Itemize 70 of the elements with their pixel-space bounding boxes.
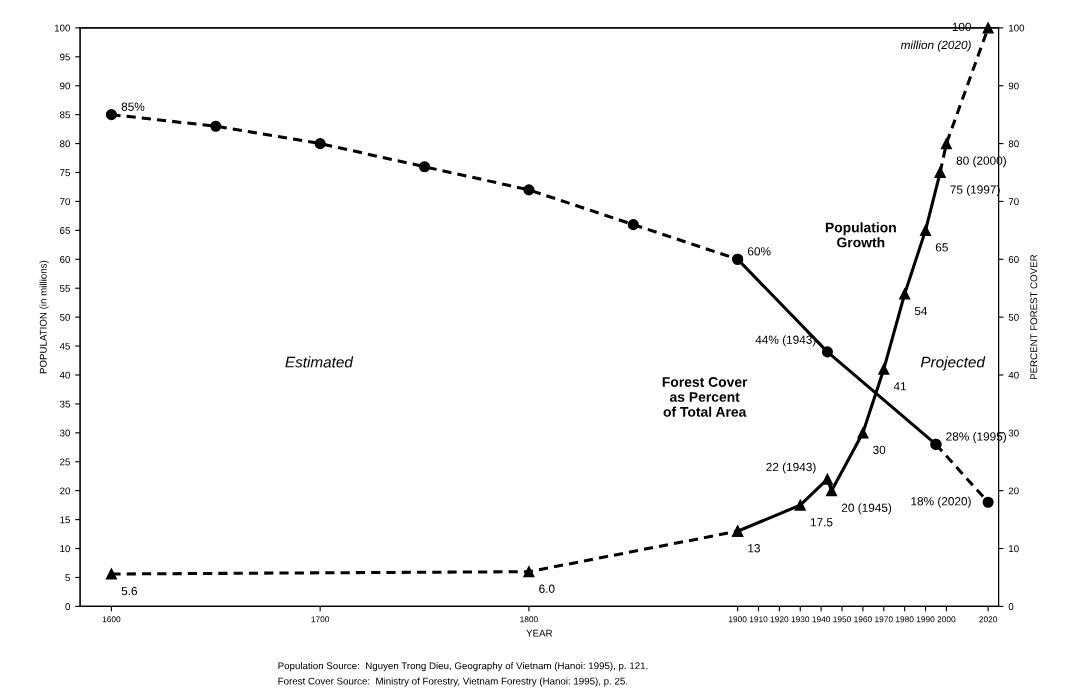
y2-tick-label: 100 [1009,24,1025,32]
x-tick-label: 1800 [520,616,538,623]
x-axis-title: YEAR [526,629,553,637]
y2-tick-label: 90 [1008,82,1019,90]
x-tick-label: 2020 [979,616,998,623]
annotation: million (2020) [900,40,971,52]
text: Population Source: Nguyen Trong Dieu, Geography of Vietnam (Hanoi: 1995), p. 121. [278,662,648,672]
y-tick-label: 25 [60,458,70,466]
data-label: 60% [747,247,771,256]
data-label: 65 [935,243,948,252]
y2-axis-title: PERCENT FOREST COVER [1030,254,1038,380]
data-label: 54 [914,306,928,316]
y-tick-label: 95 [60,53,70,61]
y2-tick-label: 60 [1008,256,1019,263]
y-tick-label: 55 [59,285,70,292]
y-tick-label: 45 [59,342,70,350]
data-label: 5.6 [121,586,138,596]
y-tick-label: 5 [65,574,70,582]
annotation: Forest Cover as Percent of Total Area [662,377,748,417]
x-tick-label: 1900 [729,616,747,623]
x-tick-label: 1930 [791,616,810,623]
y-tick-label: 50 [59,313,70,321]
y2-tick-label: 80 [1008,140,1019,148]
x-tick-label: 1990 [916,616,935,623]
y-tick-label: 35 [59,400,70,408]
annotation: Projected [920,356,986,371]
text: Forest Cover Source: Ministry of Forestry, Vietnam Forestry (Hanoi: 1995), p. 25. [278,677,628,687]
y-tick-label: 70 [60,198,70,206]
y-tick-label: 20 [60,487,70,495]
data-label: 13 [748,544,760,553]
y-tick-label: 30 [59,429,70,437]
y2-tick-label: 40 [1008,371,1019,379]
x-tick-label: 1980 [896,616,914,623]
data-label: 18% (2020) [911,496,971,508]
data-label: 85% [121,102,145,111]
y2-tick-label: 0 [1008,603,1014,611]
y-tick-label: 15 [60,516,70,524]
data-label: 30 [873,445,886,455]
y-tick-label: 90 [60,82,70,90]
y2-tick-label: 50 [1008,313,1019,321]
x-tick-label: 1940 [812,616,831,623]
annotation: Estimated [285,356,354,368]
y-tick-label: 80 [59,140,70,148]
annotation: Population Growth [825,222,896,248]
x-tick-label: 1950 [833,616,851,623]
y2-tick-label: 70 [1008,198,1019,206]
y-tick-label: 60 [60,256,70,263]
y-tick-label: 100 [54,24,70,32]
data-label: 6.0 [539,584,555,593]
y-tick-label: 10 [60,545,70,553]
x-tick-label: 1970 [875,616,893,623]
x-tick-label: 1600 [102,616,121,623]
y-axis-title: POPULATION (in millions) [39,260,49,374]
y-tick-label: 75 [60,169,70,177]
x-tick-label: 1700 [311,616,330,623]
y-tick-label: 0 [65,603,70,611]
data-label: 20 (1945) [841,503,892,515]
y2-tick-label: 20 [1008,487,1019,495]
y2-tick-label: 10 [1009,545,1019,553]
data-label: 41 [893,382,907,391]
x-tick-label: 1960 [854,616,872,623]
x-tick-label: 2000 [937,616,956,623]
x-tick-label: 1910 [749,616,768,623]
data-label: 22 (1943) [766,462,816,474]
data-label: 17.5 [810,518,833,527]
y-tick-label: 40 [59,371,70,379]
y-tick-label: 85 [59,111,70,119]
x-tick-label: 1920 [770,616,789,623]
y2-tick-label: 30 [1008,429,1019,437]
y-tick-label: 65 [60,227,70,234]
